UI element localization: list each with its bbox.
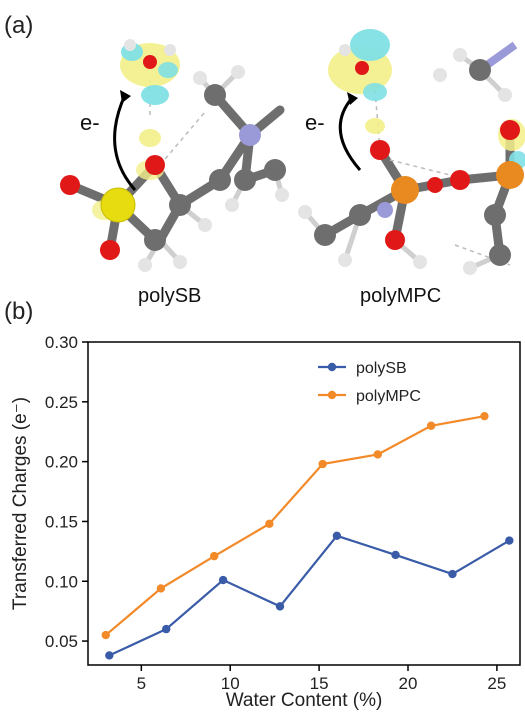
data-point-polympc — [101, 630, 110, 640]
data-point-polympc — [156, 584, 166, 593]
y-tick-label: 0.25 — [45, 393, 78, 412]
data-point-polysb — [391, 550, 400, 560]
legend-marker-polysb — [327, 362, 337, 372]
polympc-structure — [298, 29, 525, 275]
series-layer — [101, 411, 514, 660]
molecule-name-polympc: polyMPC — [360, 285, 442, 307]
series-line-polysb — [108, 534, 510, 657]
y-axis-ticks: 0.05 0.10 0.15 0.20 0.25 0.30 — [45, 333, 88, 651]
legend: polySB polyMPC — [318, 360, 421, 405]
data-point-polysb — [105, 651, 114, 660]
legend-label-polympc: polyMPC — [356, 388, 421, 405]
data-point-polysb — [448, 569, 457, 579]
y-tick-label: 0.30 — [45, 333, 78, 352]
x-axis-ticks: 5 10 15 20 25 — [137, 665, 506, 693]
y-axis-title: Transferred Charges (e⁻) — [10, 397, 31, 610]
legend-marker-polympc — [327, 390, 337, 400]
y-tick-label: 0.05 — [45, 632, 78, 651]
data-point-polympc — [265, 519, 274, 529]
panel-a-label: (a) — [4, 12, 34, 39]
x-axis-title: Water Content (%) — [226, 690, 383, 711]
y-tick-label: 0.10 — [45, 572, 78, 591]
data-point-polysb — [332, 531, 342, 540]
series-line-polympc — [105, 415, 485, 636]
data-point-polysb — [275, 602, 285, 611]
x-tick-label: 15 — [310, 674, 329, 693]
legend-label-polysb: polySB — [356, 360, 407, 377]
data-point-polympc — [210, 551, 219, 561]
data-point-polympc — [373, 450, 382, 459]
y-tick-label: 0.20 — [45, 453, 78, 472]
molecular-structure-figure — [60, 29, 525, 275]
data-point-polympc — [318, 459, 327, 469]
x-tick-label: 20 — [399, 674, 418, 693]
x-tick-label: 25 — [487, 674, 506, 693]
x-tick-label: 5 — [137, 674, 146, 693]
molecule-name-polysb: polySB — [138, 285, 202, 307]
data-point-polympc — [480, 411, 489, 421]
data-point-polysb — [162, 624, 171, 634]
plot-frame — [87, 341, 521, 666]
polysb-structure — [60, 39, 289, 272]
panel-b-label: (b) — [4, 298, 34, 325]
data-point-polysb — [505, 536, 514, 545]
x-tick-label: 10 — [221, 674, 240, 693]
y-tick-label: 0.15 — [45, 512, 78, 531]
data-point-polympc — [426, 421, 436, 430]
data-point-polysb — [218, 575, 228, 585]
